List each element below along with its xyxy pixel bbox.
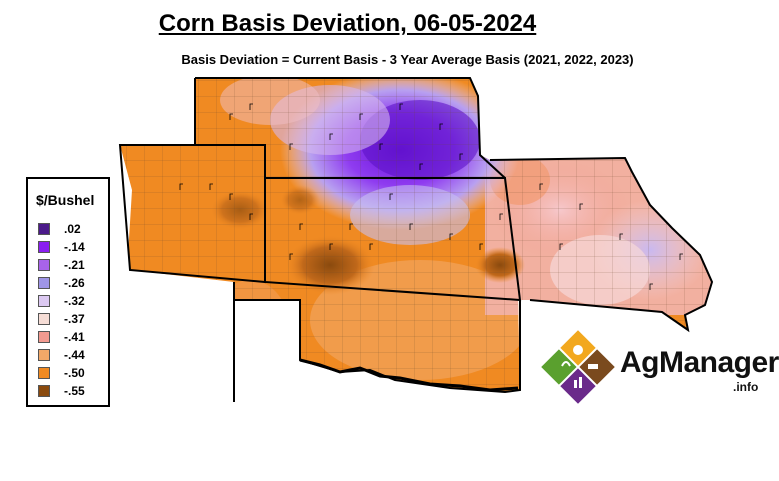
legend-swatch [38, 313, 50, 325]
title: Corn Basis Deviation, 06-05-2024 [158, 10, 537, 37]
legend-swatch [38, 277, 50, 289]
legend-item: -.14 [38, 240, 85, 254]
logo-text: AgManager [620, 346, 779, 379]
legend-item: -.41 [38, 330, 85, 344]
legend-swatch [38, 295, 50, 307]
legend-label: -.44 [64, 348, 85, 362]
agmanager-logo[interactable]: AgManager .info [540, 328, 779, 406]
legend-label: -.26 [64, 276, 85, 290]
logo-diamond-icon [541, 330, 615, 404]
legend-item: -.55 [38, 384, 85, 398]
legend-item: -.21 [38, 258, 85, 272]
legend-item: -.44 [38, 348, 85, 362]
legend-swatch [38, 349, 50, 361]
legend-swatch [38, 331, 50, 343]
legend-label: -.41 [64, 330, 85, 344]
legend-label: .02 [64, 222, 81, 236]
legend-label: -.32 [64, 294, 85, 308]
legend-label: -.55 [64, 384, 85, 398]
legend-item: -.37 [38, 312, 85, 326]
legend-item: -.26 [38, 276, 85, 290]
legend-label: -.37 [64, 312, 85, 326]
legend: $/Bushel .02 -.14 -.21 -.26 -.32 -.37 -.… [26, 177, 110, 407]
legend-swatch [38, 367, 50, 379]
legend-swatch [38, 223, 50, 235]
subtitle: Basis Deviation = Current Basis - 3 Year… [181, 52, 634, 67]
legend-item: -.50 [38, 366, 85, 380]
legend-item: -.32 [38, 294, 85, 308]
logo-subtext: .info [733, 380, 759, 394]
legend-swatch [38, 259, 50, 271]
legend-item: .02 [38, 222, 81, 236]
legend-label: -.21 [64, 258, 85, 272]
legend-title: $/Bushel [36, 192, 95, 208]
legend-label: -.50 [64, 366, 85, 380]
legend-label: -.14 [64, 240, 85, 254]
legend-swatch [38, 385, 50, 397]
legend-swatch [38, 241, 50, 253]
